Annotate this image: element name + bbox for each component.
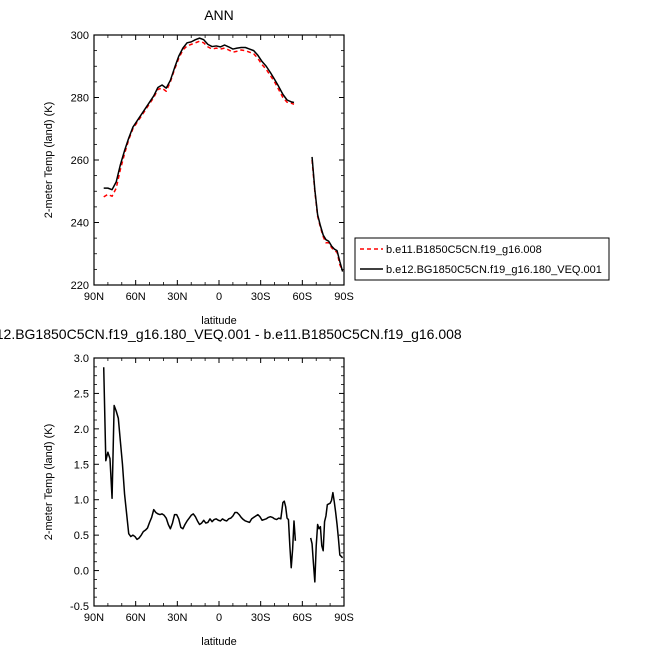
top-panel: ANN 90N 60N 30N 0 30S 60S 90S 220 240 260 280 300 l…: [43, 7, 354, 327]
top-x-tick-label: 0: [216, 291, 222, 303]
bottom-x-tick-label: 60N: [126, 612, 146, 624]
bottom-chart-title: b.e12.BG1850C5CN.f19_g16.180_VEQ.001 - b…: [0, 326, 462, 342]
top-plot-frame: [93, 34, 345, 286]
bottom-y-tick-label: 3.0: [74, 353, 89, 365]
bottom-x-tick-label: 60S: [293, 612, 313, 624]
bottom-panel: b.e12.BG1850C5CN.f19_g16.180_VEQ.001 - b…: [0, 326, 462, 648]
bottom-axes: 90N 60N 30N 0 30S 60S 90S -0.5 0.0 0.5 1.0 1.5 2.0 2.…: [70, 353, 354, 624]
legend-label-series-2: b.e12.BG1850C5CN.f19_g16.180_VEQ.001: [386, 264, 602, 276]
top-series-lines: [103, 37, 344, 272]
top-series-2-line: [103, 37, 295, 191]
bottom-y-tick-label: 0.0: [74, 566, 89, 578]
top-x-tick-label: 60N: [126, 291, 146, 303]
bottom-y-tick-label: 2.5: [74, 388, 89, 400]
top-chart-title: ANN: [204, 7, 234, 23]
bottom-x-axis-label: latitude: [201, 636, 236, 648]
top-x-tick-label: 30N: [167, 291, 187, 303]
bottom-series-1-line: [102, 367, 297, 569]
top-x-axis-label: latitude: [201, 315, 236, 327]
top-x-tick-label: 90N: [84, 291, 104, 303]
top-x-tick-label: 60S: [293, 291, 313, 303]
top-x-tick-label: 90S: [334, 291, 354, 303]
bottom-series-1-line: [309, 491, 344, 583]
top-y-tick-label: 240: [71, 218, 89, 230]
top-y-tick-label: 300: [71, 30, 89, 42]
top-y-tick-label: 260: [71, 155, 89, 167]
top-y-tick-label: 280: [71, 93, 89, 105]
bottom-y-tick-label: 1.0: [74, 495, 89, 507]
bottom-y-tick-label: 1.5: [74, 459, 89, 471]
legend-label-series-1: b.e11.B1850C5CN.f19_g16.008: [386, 244, 542, 256]
bottom-y-tick-label: 0.5: [74, 530, 89, 542]
top-series-1-line: [103, 40, 295, 198]
bottom-plot-frame: [93, 357, 345, 607]
top-y-axis-label: 2-meter Temp (land) (K): [43, 102, 55, 219]
top-x-tick-label: 30S: [251, 291, 271, 303]
legend-box: [354, 237, 610, 281]
bottom-y-axis-label: 2-meter Temp (land) (K): [43, 424, 55, 541]
legend: b.e11.B1850C5CN.f19_g16.008 b.e12.BG1850…: [354, 237, 610, 281]
bottom-x-tick-label: 30S: [251, 612, 271, 624]
bottom-x-tick-label: 0: [216, 612, 222, 624]
bottom-x-tick-label: 90N: [84, 612, 104, 624]
bottom-x-tick-label: 90S: [334, 612, 354, 624]
bottom-series-lines: [102, 367, 344, 583]
top-y-tick-label: 220: [71, 280, 89, 292]
bottom-y-tick-label: 2.0: [74, 424, 89, 436]
top-axes: 90N 60N 30N 0 30S 60S 90S 220 240 260 280 300: [71, 30, 354, 303]
bottom-x-tick-label: 30N: [167, 612, 187, 624]
bottom-y-tick-label: -0.5: [70, 601, 89, 613]
top-series-2-line: [311, 156, 344, 272]
